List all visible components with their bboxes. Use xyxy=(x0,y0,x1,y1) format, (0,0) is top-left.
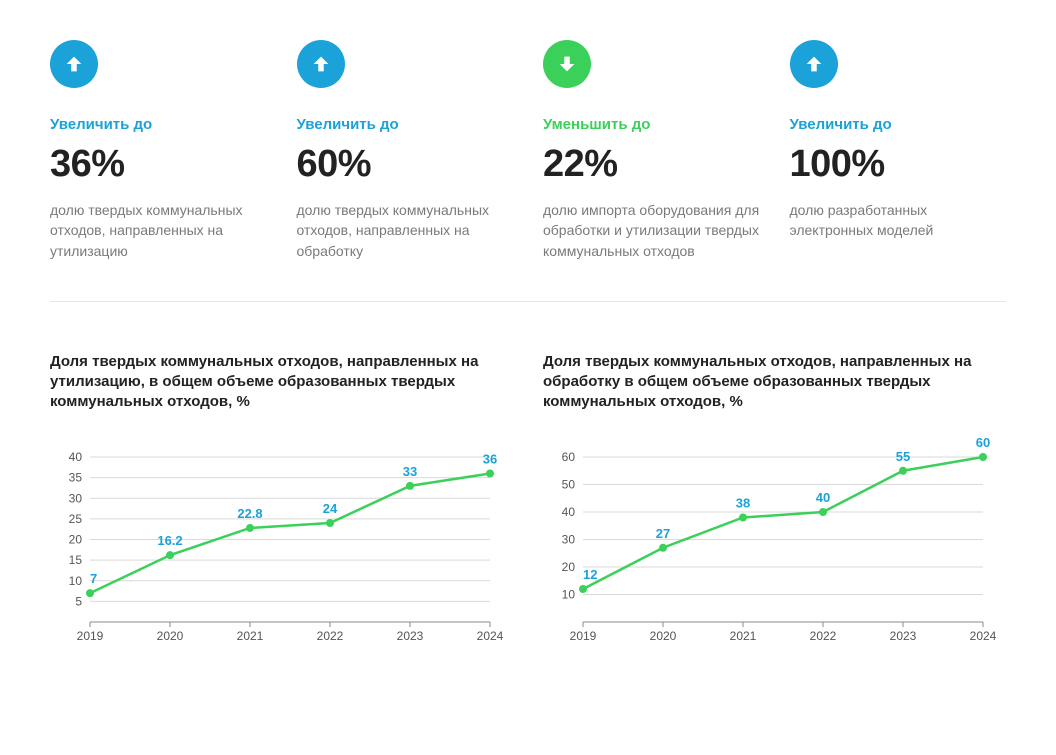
kpi-value: 36% xyxy=(50,143,267,186)
data-marker xyxy=(246,524,254,532)
x-tick-label: 2021 xyxy=(730,629,757,643)
y-tick-label: 50 xyxy=(562,477,576,491)
data-marker xyxy=(979,453,987,461)
data-label: 40 xyxy=(816,490,830,505)
arrow-up-icon xyxy=(50,40,98,88)
arrow-down-icon xyxy=(543,40,591,88)
y-tick-label: 35 xyxy=(69,470,83,484)
chart-column: Доля твердых коммунальных отходов, напра… xyxy=(50,352,513,647)
x-tick-label: 2020 xyxy=(157,629,184,643)
kpi-label: Увеличить до xyxy=(50,116,267,133)
section-divider xyxy=(50,301,1006,302)
data-marker xyxy=(899,466,907,474)
data-marker xyxy=(579,585,587,593)
arrow-up-icon xyxy=(790,40,838,88)
x-tick-label: 2022 xyxy=(317,629,344,643)
x-tick-label: 2023 xyxy=(890,629,917,643)
kpi-value: 60% xyxy=(297,143,514,186)
data-label: 22.8 xyxy=(237,506,262,521)
y-tick-label: 40 xyxy=(562,505,576,519)
x-tick-label: 2020 xyxy=(650,629,677,643)
kpi-card: Увеличить до 36% долю твердых коммунальных… xyxy=(50,40,267,261)
chart-column: Доля твердых коммунальных отходов, напра… xyxy=(543,352,1006,647)
y-tick-label: 30 xyxy=(562,532,576,546)
data-marker xyxy=(739,513,747,521)
data-marker xyxy=(819,508,827,516)
kpi-card: Уменьшить до 22% долю импорта оборудования… xyxy=(543,40,760,261)
data-marker xyxy=(486,469,494,477)
x-tick-label: 2022 xyxy=(810,629,837,643)
data-label: 55 xyxy=(896,448,910,463)
data-label: 16.2 xyxy=(157,533,182,548)
kpi-label: Увеличить до xyxy=(790,116,1007,133)
chart-title: Доля твердых коммунальных отходов, напра… xyxy=(50,352,513,413)
data-label: 27 xyxy=(656,525,670,540)
kpi-value: 100% xyxy=(790,143,1007,186)
data-label: 7 xyxy=(90,571,97,586)
y-tick-label: 25 xyxy=(69,512,83,526)
data-marker xyxy=(166,551,174,559)
y-tick-label: 40 xyxy=(69,450,83,464)
data-line xyxy=(90,473,490,593)
y-tick-label: 10 xyxy=(69,573,83,587)
kpi-card: Увеличить до 100% долю разработанных элект… xyxy=(790,40,1007,261)
arrow-up-icon xyxy=(297,40,345,88)
data-label: 24 xyxy=(323,501,338,516)
kpi-value: 22% xyxy=(543,143,760,186)
x-tick-label: 2024 xyxy=(477,629,504,643)
charts-row: Доля твердых коммунальных отходов, напра… xyxy=(50,352,1006,647)
kpi-description: долю твердых коммунальных отходов, напра… xyxy=(50,200,267,261)
kpi-description: долю импорта оборудования для обработки … xyxy=(543,200,760,261)
x-tick-label: 2024 xyxy=(970,629,997,643)
data-marker xyxy=(326,519,334,527)
kpi-description: долю твердых коммунальных отходов, напра… xyxy=(297,200,514,261)
kpi-label: Уменьшить до xyxy=(543,116,760,133)
data-label: 12 xyxy=(583,567,597,582)
y-tick-label: 5 xyxy=(75,594,82,608)
data-label: 33 xyxy=(403,464,417,479)
line-chart: 5 10 15 20 25 30 35 40 2019 2020 2021 2022 2023 2024 7… xyxy=(50,437,510,647)
x-tick-label: 2019 xyxy=(77,629,104,643)
x-tick-label: 2019 xyxy=(570,629,597,643)
x-tick-label: 2023 xyxy=(397,629,424,643)
x-tick-label: 2021 xyxy=(237,629,264,643)
y-tick-label: 30 xyxy=(69,491,83,505)
data-marker xyxy=(659,543,667,551)
y-tick-label: 15 xyxy=(69,553,83,567)
kpi-label: Увеличить до xyxy=(297,116,514,133)
data-label: 60 xyxy=(976,437,990,450)
data-line xyxy=(583,457,983,589)
line-chart: 10 20 30 40 50 60 2019 2020 2021 2022 2023 2024 12 27… xyxy=(543,437,1003,647)
kpi-description: долю разработанных электронных моделей xyxy=(790,200,1007,241)
kpi-card: Увеличить до 60% долю твердых коммунальных… xyxy=(297,40,514,261)
data-label: 36 xyxy=(483,451,497,466)
y-tick-label: 10 xyxy=(562,587,576,601)
y-tick-label: 20 xyxy=(69,532,83,546)
kpi-row: Увеличить до 36% долю твердых коммунальных… xyxy=(50,40,1006,261)
y-tick-label: 20 xyxy=(562,560,576,574)
chart-title: Доля твердых коммунальных отходов, напра… xyxy=(543,352,1006,413)
data-label: 38 xyxy=(736,495,750,510)
data-marker xyxy=(406,482,414,490)
y-tick-label: 60 xyxy=(562,450,576,464)
data-marker xyxy=(86,589,94,597)
